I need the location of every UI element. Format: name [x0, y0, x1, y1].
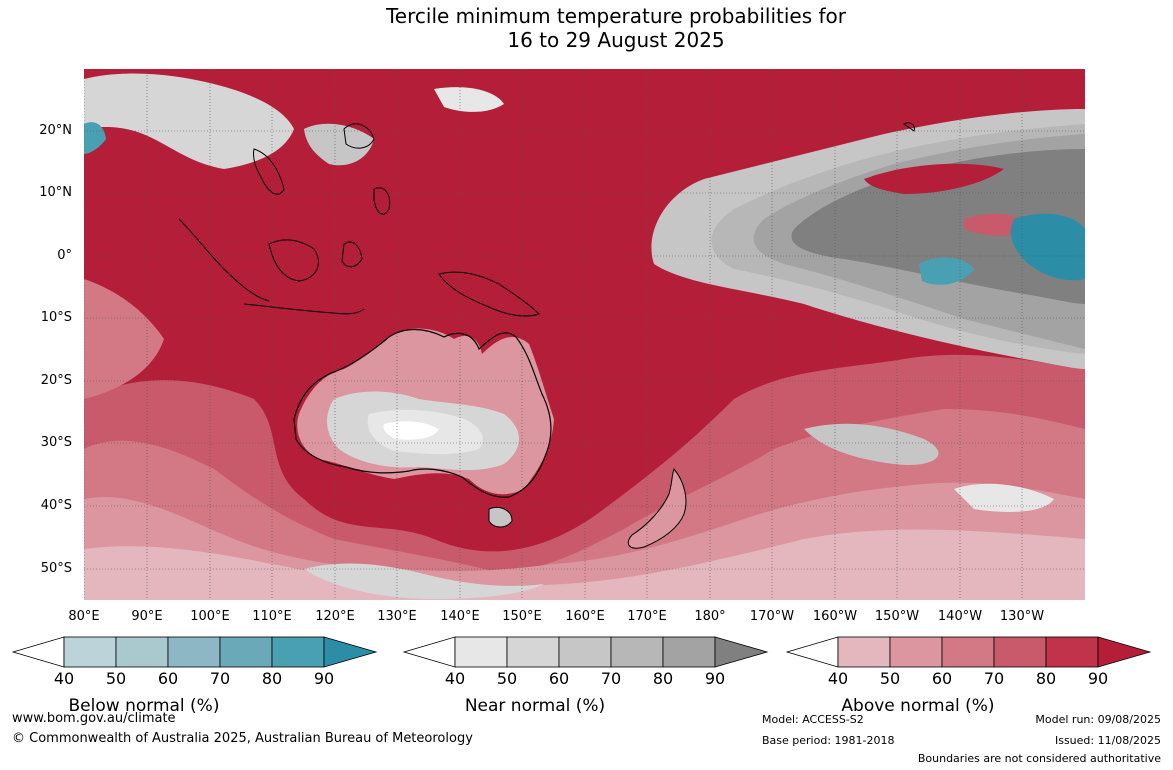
probability-map — [84, 69, 1085, 600]
issued-date: Issued: 11/08/2025 — [1054, 734, 1161, 747]
longitude-label: 150°E — [502, 609, 542, 624]
longitude-label: 90°E — [131, 609, 163, 624]
colorbar-segment — [271, 636, 325, 668]
colorbar-tick-label: 90 — [704, 669, 726, 688]
southern-ocean-east-near — [804, 423, 939, 465]
australia-white — [383, 421, 439, 440]
colorbar-segment — [558, 636, 612, 668]
latitude-label: 50°S — [40, 561, 72, 576]
asia-near-normal — [84, 73, 294, 169]
latitude-label: 10°S — [40, 310, 72, 325]
map-title-line-2: 16 to 29 August 2025 — [507, 28, 725, 52]
colorbar-segment — [219, 636, 273, 668]
colorbar-legend — [786, 636, 1152, 668]
colorbar-tick-label: 60 — [931, 669, 953, 688]
colorbar-tick-label: 70 — [600, 669, 622, 688]
colorbar-tick-label: 90 — [313, 669, 335, 688]
map-title-line-1: Tercile minimum temperature probabilitie… — [385, 4, 847, 28]
colorbar-right-extension — [714, 636, 769, 668]
tasmania-outline — [488, 507, 513, 528]
colorbar-segment — [837, 636, 891, 668]
colorbar-tick-label: 80 — [1035, 669, 1057, 688]
colorbar-tick-label: 40 — [444, 669, 466, 688]
colorbar-title: Near normal (%) — [464, 696, 606, 716]
base-period: Base period: 1981-2018 — [762, 734, 895, 747]
longitude-label: 130°E — [377, 609, 417, 624]
latitude-label: 20°S — [40, 373, 72, 388]
colorbar-tick-label: 80 — [652, 669, 674, 688]
longitude-label: 150°W — [874, 609, 920, 624]
colorbar-tick-label: 90 — [1087, 669, 1109, 688]
longitude-label: 160°E — [565, 609, 605, 624]
east-pacific-below-1 — [1010, 213, 1085, 281]
australia-outline — [293, 328, 552, 498]
southern-ocean-near-normal — [304, 563, 544, 599]
boundaries-disclaimer: Boundaries are not considered authoritat… — [917, 752, 1161, 765]
colorbar-segment — [941, 636, 995, 668]
colorbar-left-extension — [403, 636, 456, 668]
longitude-label: 180° — [694, 609, 726, 624]
longitude-label: 140°W — [937, 609, 983, 624]
longitude-label: 170°E — [627, 609, 667, 624]
west-indian-ocean-above — [84, 279, 164, 399]
model-run-date: Model run: 09/08/2025 — [1035, 713, 1161, 726]
colorbar-segment — [454, 636, 508, 668]
colorbar-segment — [506, 636, 560, 668]
colorbar-legend — [12, 636, 378, 668]
colorbar-tick-label: 60 — [157, 669, 179, 688]
southern-ocean-east-near-2 — [954, 483, 1054, 512]
latitude-label: 10°N — [39, 185, 72, 200]
longitude-label: 170°W — [749, 609, 795, 624]
colorbar-tick-label: 40 — [827, 669, 849, 688]
colorbar-segment — [167, 636, 221, 668]
colorbar-tick-label: 80 — [261, 669, 283, 688]
east-pacific-near-90 — [791, 149, 1085, 304]
longitude-label: 100°E — [190, 609, 230, 624]
colorbar-tick-label: 50 — [496, 669, 518, 688]
colorbar-right-extension — [1097, 636, 1152, 668]
asia-below-normal — [84, 122, 106, 154]
colorbar-right-extension — [323, 636, 378, 668]
colorbar-segment — [63, 636, 117, 668]
longitude-label: 140°E — [440, 609, 480, 624]
colorbar-tick-label: 60 — [548, 669, 570, 688]
colorbar-segment — [610, 636, 664, 668]
latitude-label: 30°S — [40, 435, 72, 450]
model-name: Model: ACCESS-S2 — [762, 713, 864, 726]
new-zealand-outline — [627, 468, 687, 549]
colorbar-tick-label: 70 — [983, 669, 1005, 688]
colorbar-tick-label: 50 — [879, 669, 901, 688]
latitude-label: 0° — [57, 248, 72, 263]
colorbar-tick-label: 50 — [105, 669, 127, 688]
map-graticule — [84, 69, 1085, 600]
maritime-continent-outlines — [178, 122, 915, 317]
colorbar-left-extension — [12, 636, 65, 668]
website-link[interactable]: www.bom.gov.au/climate — [12, 711, 176, 726]
colorbar-left-extension — [786, 636, 839, 668]
colorbar-tick-label: 70 — [209, 669, 231, 688]
latitude-label: 20°N — [39, 123, 72, 138]
longitude-label: 80°E — [68, 609, 100, 624]
longitude-label: 130°W — [999, 609, 1045, 624]
colorbar-tick-label: 40 — [53, 669, 75, 688]
longitude-label: 160°W — [812, 609, 858, 624]
latitude-label: 40°S — [40, 498, 72, 513]
colorbar-title: Below normal (%) — [68, 696, 220, 716]
longitude-label: 110°E — [252, 609, 292, 624]
colorbar-title: Above normal (%) — [841, 696, 995, 716]
longitude-label: 120°E — [315, 609, 355, 624]
asia-near-normal-3 — [434, 87, 504, 112]
colorbar-legend — [403, 636, 769, 668]
colorbar-segment — [1045, 636, 1099, 668]
copyright-notice: © Commonwealth of Australia 2025, Austra… — [12, 731, 473, 746]
colorbar-segment — [662, 636, 716, 668]
colorbar-segment — [993, 636, 1047, 668]
colorbar-segment — [115, 636, 169, 668]
east-pacific-above-pocket — [864, 163, 1004, 194]
asia-near-normal-2 — [304, 123, 374, 166]
colorbar-segment — [889, 636, 943, 668]
